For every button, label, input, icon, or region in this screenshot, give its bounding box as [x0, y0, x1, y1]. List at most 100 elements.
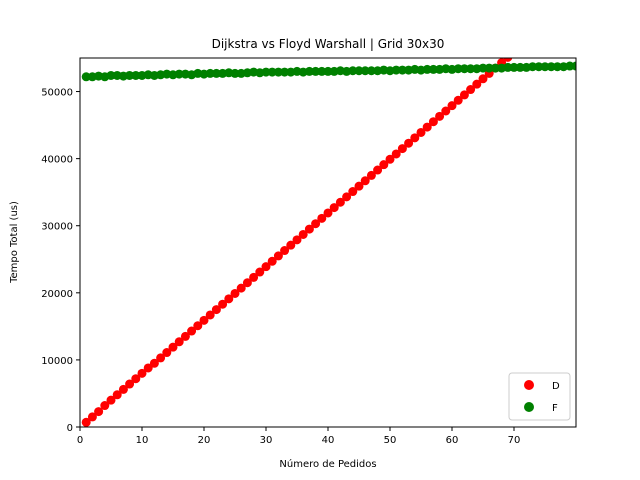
data-point-d [94, 407, 104, 417]
y-axis-label: Tempo Total (us) [9, 201, 20, 284]
data-point-d [323, 208, 333, 218]
data-point-d [510, 47, 519, 56]
data-point-d [379, 160, 389, 170]
data-point-f [267, 67, 277, 77]
x-tick-label: 60 [446, 435, 459, 446]
data-point-f [484, 63, 494, 73]
legend-marker-f [524, 402, 534, 412]
data-point-d [416, 127, 426, 137]
data-point-d [174, 337, 184, 347]
data-point-d [143, 363, 153, 373]
data-point-d [304, 224, 314, 234]
data-point-d [428, 117, 438, 127]
data-point-f [261, 67, 271, 77]
data-point-f [106, 70, 116, 80]
data-point-d [453, 95, 463, 105]
data-point-d [255, 267, 265, 277]
data-point-f [81, 72, 91, 82]
data-point-d [106, 395, 116, 405]
data-point-f [503, 62, 513, 72]
data-point-f [273, 67, 283, 77]
data-point-f [453, 64, 463, 74]
data-point-d [391, 149, 401, 159]
data-point-f [546, 62, 556, 72]
axes-frame [79, 57, 577, 428]
x-tick-label: 30 [260, 435, 273, 446]
data-point-f [131, 70, 141, 80]
data-point-f [571, 61, 576, 71]
data-point-d [87, 412, 97, 422]
data-point-d [280, 246, 290, 256]
y-tick-label: 30000 [41, 222, 73, 233]
data-point-d [292, 235, 302, 245]
data-point-f [422, 64, 432, 74]
data-point-d [261, 262, 271, 272]
x-tick-label: 20 [198, 435, 211, 446]
data-point-d [162, 348, 172, 358]
data-point-f [205, 68, 215, 78]
y-tick-label: 20000 [41, 289, 73, 300]
data-point-d [311, 219, 321, 229]
series-d [81, 47, 519, 427]
x-tick-label: 10 [136, 435, 149, 446]
y-tick-label: 0 [67, 423, 73, 434]
data-point-d [478, 74, 488, 84]
data-point-d [149, 358, 159, 368]
data-point-f [397, 65, 407, 75]
x-tick-label: 70 [508, 435, 521, 446]
legend-box [508, 372, 571, 421]
y-axis: 0 10000 20000 30000 40000 50000 [41, 88, 80, 434]
x-tick-label: 50 [384, 435, 397, 446]
data-point-d [397, 144, 407, 154]
data-point-d [118, 384, 128, 394]
data-point-f [348, 66, 358, 76]
data-point-d [211, 305, 221, 315]
data-point-d [267, 256, 277, 266]
data-point-d [137, 368, 147, 378]
data-point-d [422, 122, 432, 132]
data-point-d [112, 390, 122, 400]
data-point-d [354, 181, 364, 191]
data-point-d [472, 79, 482, 89]
data-point-f [528, 62, 538, 72]
data-point-f [360, 66, 370, 76]
x-tick-label: 40 [322, 435, 335, 446]
data-point-f [304, 66, 314, 76]
data-point-d [466, 85, 476, 95]
data-point-d [236, 283, 246, 293]
legend-marker-d [524, 380, 534, 390]
data-point-f [478, 63, 488, 73]
data-point-d [156, 353, 166, 363]
data-point-d [81, 417, 91, 427]
data-points [81, 47, 576, 427]
x-axis: 0 10 20 30 40 50 60 70 [77, 427, 521, 446]
data-point-f [540, 62, 550, 72]
data-point-d [459, 90, 469, 100]
data-point-d [366, 170, 376, 180]
data-point-d [242, 278, 252, 288]
data-point-f [230, 68, 240, 78]
data-point-d [447, 101, 457, 111]
legend-label-d: D [552, 381, 560, 392]
data-point-d [273, 251, 283, 261]
data-point-f [565, 61, 575, 71]
data-point-f [354, 66, 364, 76]
data-point-d [298, 229, 308, 239]
plot-area [81, 47, 576, 427]
data-point-f [490, 63, 500, 73]
legend: D F [508, 372, 571, 421]
x-axis-label: Número de Pedidos [279, 458, 376, 470]
data-point-d [205, 310, 215, 320]
y-tick-label: 50000 [41, 88, 73, 99]
data-point-d [168, 342, 178, 352]
data-point-d [249, 272, 259, 282]
data-point-f [125, 70, 135, 80]
data-point-d [199, 315, 209, 325]
data-point-d [342, 192, 352, 202]
data-point-f [459, 64, 469, 74]
data-point-d [125, 379, 135, 389]
data-point-d [348, 187, 358, 197]
series-f [81, 61, 576, 82]
data-point-d [193, 321, 203, 331]
data-point-d [441, 106, 451, 116]
